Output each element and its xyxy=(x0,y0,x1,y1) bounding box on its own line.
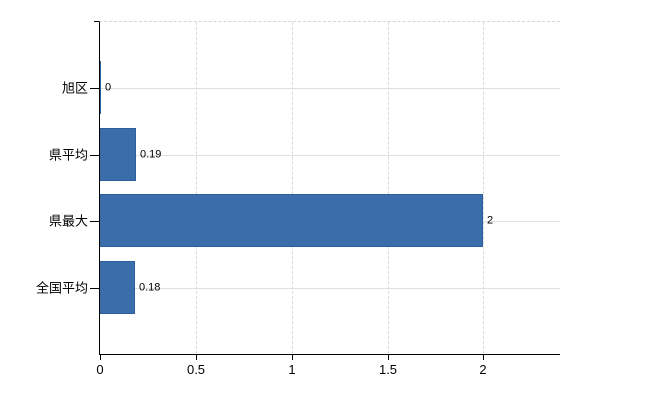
h-gridline xyxy=(100,155,560,156)
y-axis-end-tick xyxy=(94,21,99,22)
v-gridline xyxy=(483,22,484,354)
y-axis-tick xyxy=(90,288,99,289)
bar-value-label: 2 xyxy=(487,214,494,227)
v-gridline xyxy=(292,22,293,354)
y-axis-label: 県平均 xyxy=(48,147,88,163)
y-axis-label: 旭区 xyxy=(61,80,88,96)
y-axis-label: 全国平均 xyxy=(35,280,88,296)
bar xyxy=(100,261,135,314)
x-axis-tick xyxy=(483,355,484,360)
y-axis-tick xyxy=(90,221,99,222)
x-axis-tick-label: 0 xyxy=(96,362,104,377)
x-axis-tick-label: 1 xyxy=(288,362,296,377)
x-axis-tick xyxy=(292,355,293,360)
x-axis-tick xyxy=(196,355,197,360)
v-gridline xyxy=(196,22,197,354)
bar xyxy=(100,61,101,114)
x-axis-tick-label: 0.5 xyxy=(186,362,206,377)
y-axis-tick xyxy=(90,155,99,156)
x-axis-tick xyxy=(100,355,101,360)
bar-value-label: 0.19 xyxy=(140,148,162,161)
h-gridline xyxy=(100,88,560,89)
x-axis-tick-label: 1.5 xyxy=(378,362,398,377)
bar xyxy=(100,128,136,181)
v-gridline xyxy=(388,22,389,354)
y-axis-tick xyxy=(90,88,99,89)
bar-value-label: 0.18 xyxy=(139,281,161,294)
h-gridline xyxy=(100,288,560,289)
bar-value-label: 0 xyxy=(105,81,112,94)
plot-area: 0 0.19 2 0.18 xyxy=(99,21,560,355)
x-axis-tick xyxy=(388,355,389,360)
bar xyxy=(100,194,483,247)
x-axis-tick-label: 2 xyxy=(479,362,487,377)
y-axis-label: 県最大 xyxy=(48,213,88,229)
